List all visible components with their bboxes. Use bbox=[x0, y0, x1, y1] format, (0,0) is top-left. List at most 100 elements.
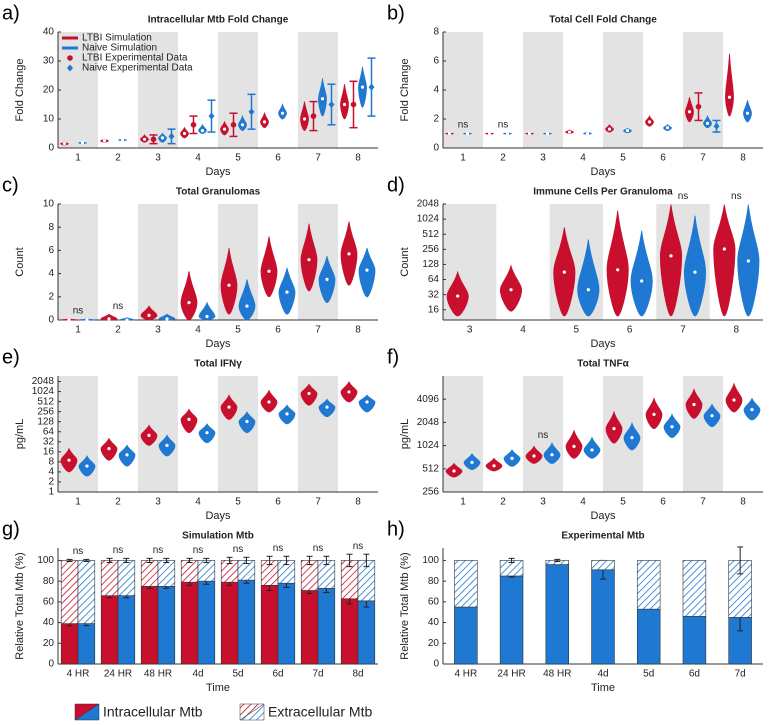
median-dot bbox=[647, 120, 652, 124]
median-dot bbox=[107, 317, 111, 321]
x-tick-label: 1 bbox=[75, 325, 81, 336]
violin bbox=[659, 204, 683, 317]
bar-segment bbox=[636, 560, 661, 610]
y-tick-label: 256 bbox=[422, 487, 439, 498]
median-dot bbox=[182, 131, 187, 136]
y-tick-label: 20 bbox=[43, 85, 55, 96]
median-dot bbox=[669, 254, 673, 258]
x-tick-label: 8 bbox=[355, 153, 361, 164]
median-dot bbox=[222, 127, 227, 131]
median-dot bbox=[227, 405, 231, 409]
y-tick-label: 256 bbox=[37, 406, 54, 417]
data-point bbox=[230, 122, 237, 128]
data-point bbox=[350, 101, 357, 108]
x-tick-label: 24 HR bbox=[497, 669, 525, 680]
annotation: ns bbox=[113, 301, 124, 312]
x-tick-label: 4d bbox=[192, 669, 203, 680]
data-point bbox=[248, 108, 255, 116]
median-dot bbox=[492, 464, 496, 468]
x-tick-label: 1 bbox=[460, 497, 466, 508]
median-dot bbox=[710, 414, 714, 418]
x-tick-label: 8 bbox=[740, 497, 746, 508]
bar-segment bbox=[636, 608, 661, 665]
y-tick-label: 10 bbox=[43, 114, 55, 125]
median-dot bbox=[307, 258, 311, 262]
median-dot bbox=[509, 288, 513, 292]
median-dot bbox=[85, 464, 89, 468]
median-dot bbox=[125, 318, 129, 322]
bar-segment bbox=[454, 560, 478, 608]
x-tick-label: 7 bbox=[315, 497, 321, 508]
shaded-band bbox=[523, 376, 563, 492]
median-dot bbox=[652, 412, 656, 417]
legend-swatch bbox=[239, 703, 265, 721]
y-tick-label: 0 bbox=[433, 143, 439, 154]
x-tick-label: 6 bbox=[275, 325, 281, 336]
annotation: ns bbox=[353, 541, 364, 552]
x-tick-label: 3 bbox=[155, 325, 161, 336]
y-tick-label: 4 bbox=[48, 467, 54, 478]
data-point bbox=[328, 101, 335, 108]
panel-label: g) bbox=[2, 518, 20, 540]
median-dot bbox=[125, 453, 129, 457]
bar-segment bbox=[197, 560, 216, 582]
x-tick-label: 4 bbox=[520, 325, 526, 336]
median-dot bbox=[447, 131, 452, 136]
bar-segment bbox=[117, 560, 136, 596]
y-tick-label: 60 bbox=[43, 596, 55, 607]
violin bbox=[446, 270, 469, 317]
y-tick-label: 80 bbox=[43, 576, 55, 587]
violin bbox=[358, 394, 376, 413]
median-dot bbox=[465, 131, 470, 136]
annotation: ns bbox=[153, 545, 164, 556]
y-tick-label: 0 bbox=[48, 659, 54, 670]
x-tick-label: 48 HR bbox=[543, 669, 571, 680]
bar-segment bbox=[237, 579, 256, 665]
annotation: ns bbox=[498, 119, 509, 130]
x-tick-label: 5 bbox=[235, 497, 241, 508]
median-dot bbox=[616, 268, 620, 272]
bar-segment bbox=[100, 560, 119, 596]
bar-segment bbox=[260, 584, 279, 665]
median-dot bbox=[360, 85, 365, 89]
y-tick-label: 2048 bbox=[417, 199, 440, 210]
median-dot bbox=[245, 419, 249, 424]
y-tick-label: 2 bbox=[48, 477, 54, 488]
annotation: ns bbox=[73, 305, 84, 316]
shaded-band bbox=[443, 32, 483, 148]
median-dot bbox=[505, 131, 510, 136]
violin bbox=[180, 408, 198, 434]
y-tick-label: 6 bbox=[433, 56, 439, 67]
panel-label: c) bbox=[2, 174, 19, 196]
median-dot bbox=[612, 427, 616, 431]
y-tick-label: 30 bbox=[43, 56, 55, 67]
median-dot bbox=[267, 269, 271, 273]
median-dot bbox=[165, 317, 169, 321]
data-point bbox=[713, 122, 720, 130]
median-dot bbox=[545, 131, 550, 136]
median-dot bbox=[307, 391, 311, 396]
x-tick-label: 1 bbox=[75, 497, 81, 508]
x-tick-label: 4 bbox=[195, 497, 201, 508]
median-dot bbox=[640, 279, 644, 283]
median-dot bbox=[365, 400, 369, 404]
median-dot bbox=[62, 142, 67, 146]
y-tick-label: 64 bbox=[43, 426, 55, 437]
x-tick-label: 1 bbox=[75, 153, 81, 164]
x-tick-label: 4 bbox=[195, 153, 201, 164]
x-tick-label: 5d bbox=[232, 669, 243, 680]
legend-swatch bbox=[74, 703, 100, 721]
median-dot bbox=[527, 131, 532, 136]
violin bbox=[180, 271, 198, 321]
x-tick-label: 4 bbox=[580, 153, 586, 164]
median-dot bbox=[750, 408, 754, 412]
x-axis-label: Days bbox=[205, 510, 231, 522]
median-dot bbox=[320, 97, 325, 101]
y-tick-label: 64 bbox=[428, 274, 440, 285]
median-dot bbox=[147, 433, 151, 437]
x-axis-label: Days bbox=[590, 166, 616, 178]
x-tick-label: 24 HR bbox=[104, 669, 132, 680]
median-dot bbox=[205, 431, 209, 435]
bar-segment bbox=[591, 560, 615, 571]
